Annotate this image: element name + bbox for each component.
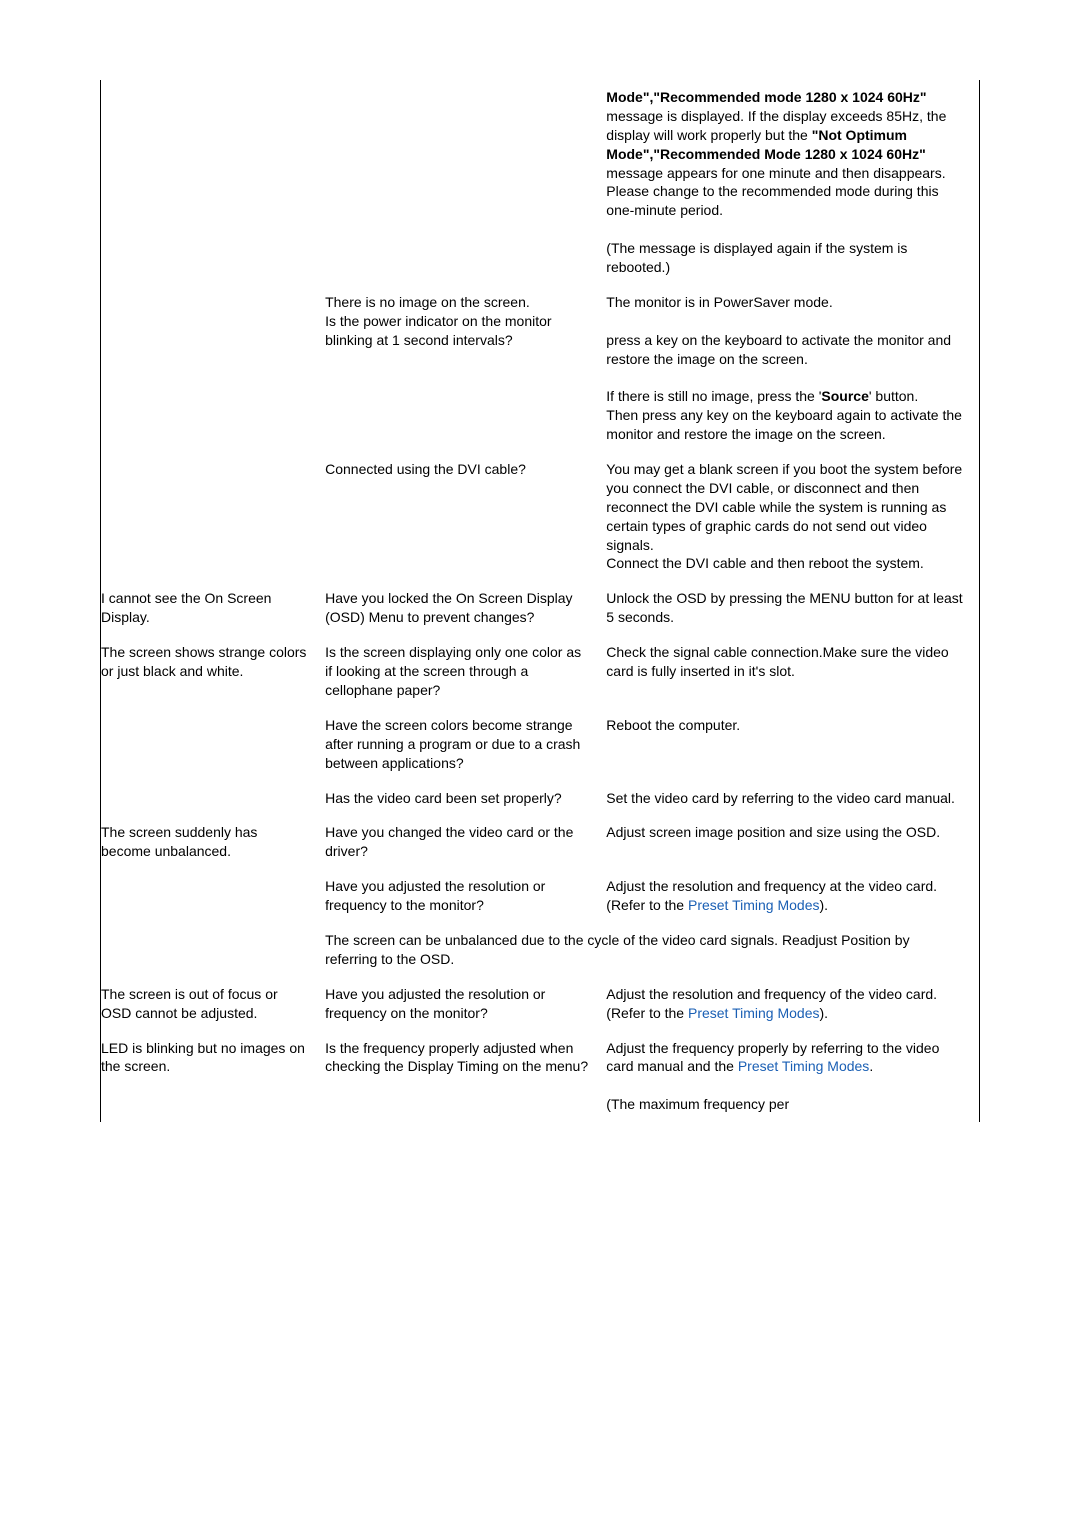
preset-timing-modes-link[interactable]: Preset Timing Modes [688, 897, 820, 913]
table-row: I cannot see the On Screen Display.Have … [101, 581, 980, 635]
symptom-cell: The screen shows strange colors or just … [101, 635, 326, 708]
table-row: Have you adjusted the resolution or freq… [101, 869, 980, 923]
table-row: The screen shows strange colors or just … [101, 635, 980, 708]
check-cell: There is no image on the screen.Is the p… [325, 285, 606, 452]
check-cell: Have you locked the On Screen Display (O… [325, 581, 606, 635]
note-cell: The screen can be unbalanced due to the … [325, 923, 979, 977]
table-row: LED is blinking but no images on the scr… [101, 1031, 980, 1123]
check-cell: Have you adjusted the resolution or freq… [325, 869, 606, 923]
check-cell [325, 80, 606, 285]
symptom-cell [101, 923, 326, 977]
solution-cell: Set the video card by referring to the v… [606, 781, 979, 816]
preset-timing-modes-link[interactable]: Preset Timing Modes [738, 1058, 870, 1074]
table-row: Mode","Recommended mode 1280 x 1024 60Hz… [101, 80, 980, 285]
symptom-cell: The screen is out of focus or OSD cannot… [101, 977, 326, 1031]
symptom-cell: LED is blinking but no images on the scr… [101, 1031, 326, 1123]
check-cell: Have you changed the video card or the d… [325, 815, 606, 869]
troubleshooting-table: Mode","Recommended mode 1280 x 1024 60Hz… [100, 80, 980, 1122]
table-row: The screen suddenly has become unbalance… [101, 815, 980, 869]
solution-cell: You may get a blank screen if you boot t… [606, 452, 979, 581]
solution-cell: Check the signal cable connection.Make s… [606, 635, 979, 708]
table-row: Connected using the DVI cable?You may ge… [101, 452, 980, 581]
check-cell: Is the frequency properly adjusted when … [325, 1031, 606, 1123]
symptom-cell [101, 708, 326, 781]
symptom-cell [101, 781, 326, 816]
symptom-cell: I cannot see the On Screen Display. [101, 581, 326, 635]
solution-cell: Adjust the frequency properly by referri… [606, 1031, 979, 1123]
solution-cell: Reboot the computer. [606, 708, 979, 781]
solution-cell: Adjust the resolution and frequency of t… [606, 977, 979, 1031]
solution-cell: Adjust the resolution and frequency at t… [606, 869, 979, 923]
check-cell: Have the screen colors become strange af… [325, 708, 606, 781]
check-cell: Is the screen displaying only one color … [325, 635, 606, 708]
symptom-cell: The screen suddenly has become unbalance… [101, 815, 326, 869]
solution-cell: Adjust screen image position and size us… [606, 815, 979, 869]
preset-timing-modes-link[interactable]: Preset Timing Modes [688, 1005, 820, 1021]
table-row: The screen can be unbalanced due to the … [101, 923, 980, 977]
table-row: The screen is out of focus or OSD cannot… [101, 977, 980, 1031]
check-cell: Connected using the DVI cable? [325, 452, 606, 581]
solution-cell: Mode","Recommended mode 1280 x 1024 60Hz… [606, 80, 979, 285]
solution-cell: Unlock the OSD by pressing the MENU butt… [606, 581, 979, 635]
table-row: Has the video card been set properly?Set… [101, 781, 980, 816]
check-cell: Has the video card been set properly? [325, 781, 606, 816]
table-row: There is no image on the screen.Is the p… [101, 285, 980, 452]
check-cell: Have you adjusted the resolution or freq… [325, 977, 606, 1031]
symptom-cell [101, 80, 326, 285]
symptom-cell [101, 285, 326, 452]
solution-cell: The monitor is in PowerSaver mode.press … [606, 285, 979, 452]
symptom-cell [101, 452, 326, 581]
table-row: Have the screen colors become strange af… [101, 708, 980, 781]
symptom-cell [101, 869, 326, 923]
